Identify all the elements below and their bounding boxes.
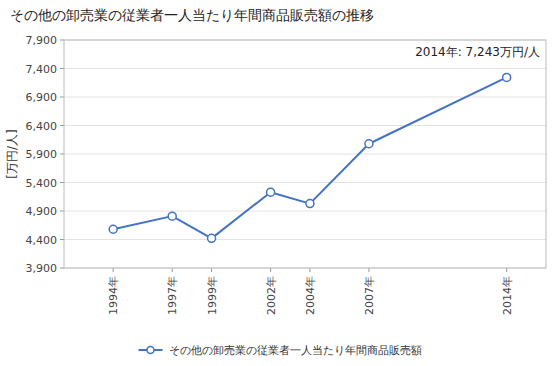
tick-label: 6,400 [26,120,58,133]
tick [60,68,64,69]
legend-marker [147,347,154,354]
tick-label: 2004年 [304,276,317,315]
point [267,188,275,196]
tick [211,268,212,272]
tick [60,40,64,41]
tick [270,268,271,272]
point [503,73,511,81]
legend-item: その他の卸売業の従業者一人当たり年間商品販売額 [139,344,422,357]
grid-line [64,211,546,212]
title: その他の卸売業の従業者一人当たり年間商品販売額の推移 [10,7,374,23]
tick-label: 5,900 [26,148,58,161]
tick [172,268,173,272]
tick [60,154,64,155]
grid-line [64,125,546,126]
point [306,200,314,208]
tick [60,97,64,98]
tick [309,268,310,272]
plot-frame [64,40,546,268]
tick [60,239,64,240]
tick-label: 4,900 [26,205,58,218]
line [113,77,506,238]
annotation: 2014年: 7,243万円/人 [415,45,540,59]
tick [113,268,114,272]
axis-label: [万円/人] [5,129,19,178]
tick [60,268,64,269]
grid-line [64,182,546,183]
tick-label: 1999年 [206,276,219,315]
tick-label: 4,400 [26,234,58,247]
legend: その他の卸売業の従業者一人当たり年間商品販売額 [139,344,422,357]
point [168,212,176,220]
tick-label: 2007年 [363,276,376,315]
grid-line [64,97,546,98]
tick [60,125,64,126]
plot-data [109,73,510,242]
x-axis: 1994年 1997年 1999年 2002年 2004年 2007年 2014年 [107,268,513,315]
tick-label: 1997年 [166,276,179,315]
tick [60,182,64,183]
grid-line [64,154,546,155]
tick-label: 2002年 [265,276,278,315]
tick [506,268,507,272]
point [109,225,117,233]
tick-label: 7,400 [26,63,58,76]
point [365,140,373,148]
tick-label: 6,900 [26,91,58,104]
tick-label: 7,900 [26,34,58,47]
tick-label: 1994年 [107,276,120,315]
tick-label: 3,900 [26,262,58,275]
grid-line [64,68,546,69]
chart: その他の卸売業の従業者一人当たり年間商品販売額の推移 3,900 4,400 4,90… [0,0,560,366]
tick-label: 5,400 [26,177,58,190]
point [208,234,216,242]
legend-label: その他の卸売業の従業者一人当たり年間商品販売額 [169,344,422,357]
tick [60,211,64,212]
grid-line [64,239,546,240]
y-axis: 3,900 4,400 4,900 5,400 5,900 6,400 6,900 7,400… [26,34,547,275]
tick-label: 2014年 [501,276,514,315]
tick [368,268,369,272]
